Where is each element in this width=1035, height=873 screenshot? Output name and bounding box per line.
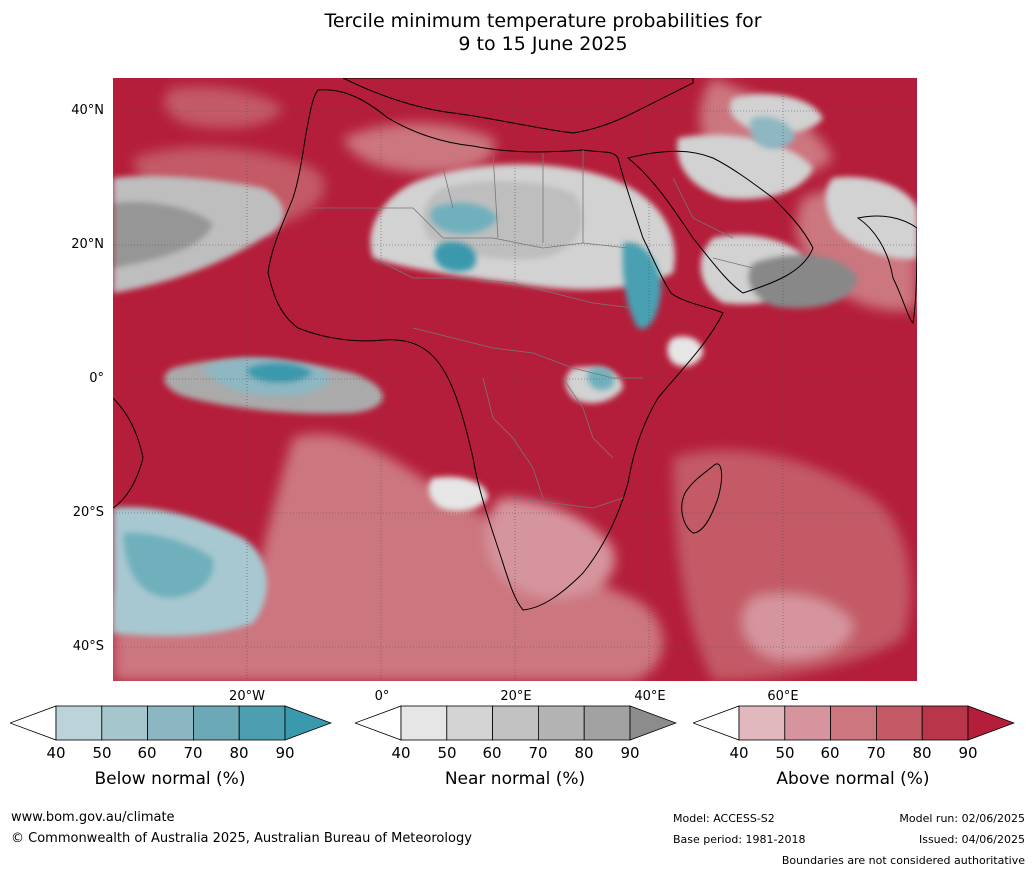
- lat-label-20s: 20°S: [72, 505, 104, 520]
- above-below-40-swatch: [693, 705, 740, 741]
- lon-label-60e: 60°E: [767, 689, 799, 704]
- above-tick-50: 50: [775, 744, 795, 762]
- title-line-2: 9 to 15 June 2025: [458, 33, 628, 55]
- near-swatch-1: [400, 705, 448, 741]
- footer-issued: Issued: 04/06/2025: [918, 833, 1025, 846]
- above-tick-60: 60: [820, 744, 840, 762]
- near-below-40-swatch: [355, 705, 402, 741]
- above-above-90-swatch: [967, 705, 1015, 741]
- title-line-1: Tercile minimum temperature probabilitie…: [324, 10, 762, 32]
- near-swatch-4: [537, 705, 585, 741]
- lat-label-20n: 20°N: [71, 237, 104, 252]
- near-swatch-3: [492, 705, 539, 741]
- below-normal-zones: [113, 116, 795, 636]
- below-swatch-4: [192, 705, 240, 741]
- below-above-90-swatch: [284, 705, 332, 741]
- below-normal-label: Below normal (%): [94, 769, 246, 789]
- lon-label-20w: 20°W: [229, 689, 265, 704]
- colorbar-below-normal: [10, 705, 332, 741]
- madagascar-coastline: [681, 463, 723, 534]
- near-tick-70: 70: [528, 744, 548, 762]
- below-tick-60: 60: [137, 744, 157, 762]
- arabia-coastline: [626, 150, 814, 294]
- above-swatch-4: [875, 705, 923, 741]
- footer-model-run: Model run: 02/06/2025: [899, 812, 1025, 825]
- above-swatch-3: [830, 705, 877, 741]
- colorbar-above-normal: [693, 705, 1015, 741]
- near-tick-90: 90: [620, 744, 640, 762]
- colorbar-near-swatches: [355, 705, 677, 741]
- footer-url: www.bom.gov.au/climate: [11, 810, 175, 825]
- lat-label-40s: 40°S: [72, 639, 104, 654]
- above-swatch-2: [784, 705, 832, 741]
- above-tick-40: 40: [729, 744, 749, 762]
- lat-label-40n: 40°N: [71, 103, 104, 118]
- near-normal-label: Near normal (%): [444, 769, 586, 789]
- below-tick-40: 40: [46, 744, 66, 762]
- below-below-40-swatch: [10, 705, 57, 741]
- below-tick-70: 70: [183, 744, 203, 762]
- footer-copyright: © Commonwealth of Australia 2025, Austra…: [11, 831, 472, 846]
- below-swatch-1: [55, 705, 103, 741]
- near-swatch-5: [583, 705, 631, 741]
- near-tick-60: 60: [482, 744, 502, 762]
- near-tick-40: 40: [391, 744, 411, 762]
- country-borders: [313, 150, 754, 509]
- footer-disclaimer: Boundaries are not considered authoritat…: [781, 854, 1025, 867]
- above-swatch-5: [921, 705, 969, 741]
- graticule: [113, 78, 917, 681]
- below-tick-90: 90: [275, 744, 295, 762]
- india-coastline: [856, 215, 918, 325]
- probability-map: [112, 77, 918, 681]
- colorbar-above-swatches: [693, 705, 1015, 741]
- above-tick-90: 90: [958, 744, 978, 762]
- south-america-coastline: [112, 397, 144, 509]
- lat-label-0: 0°: [89, 371, 104, 386]
- chart-title: Tercile minimum temperature probabilitie…: [0, 10, 1035, 56]
- near-above-90-swatch: [629, 705, 677, 741]
- above-tick-80: 80: [912, 744, 932, 762]
- below-swatch-5: [238, 705, 286, 741]
- below-swatch-2: [101, 705, 149, 741]
- below-tick-50: 50: [92, 744, 112, 762]
- above-tick-70: 70: [866, 744, 886, 762]
- below-tick-80: 80: [229, 744, 249, 762]
- lon-label-0: 0°: [374, 689, 390, 704]
- coastlines: [112, 77, 918, 611]
- lon-label-40e: 40°E: [634, 689, 666, 704]
- colorbar-below-swatches: [10, 705, 332, 741]
- footer-model: Model: ACCESS-S2: [673, 812, 775, 825]
- near-tick-50: 50: [437, 744, 457, 762]
- below-swatch-3: [147, 705, 194, 741]
- lon-label-20e: 20°E: [500, 689, 532, 704]
- near-swatch-2: [446, 705, 494, 741]
- above-normal-label: Above normal (%): [776, 769, 930, 789]
- africa-coastline: [267, 89, 724, 611]
- near-tick-80: 80: [574, 744, 594, 762]
- above-swatch-1: [738, 705, 786, 741]
- colorbar-near-normal: [355, 705, 677, 741]
- footer-base-period: Base period: 1981-2018: [673, 833, 806, 846]
- europe-coastline: [342, 77, 694, 134]
